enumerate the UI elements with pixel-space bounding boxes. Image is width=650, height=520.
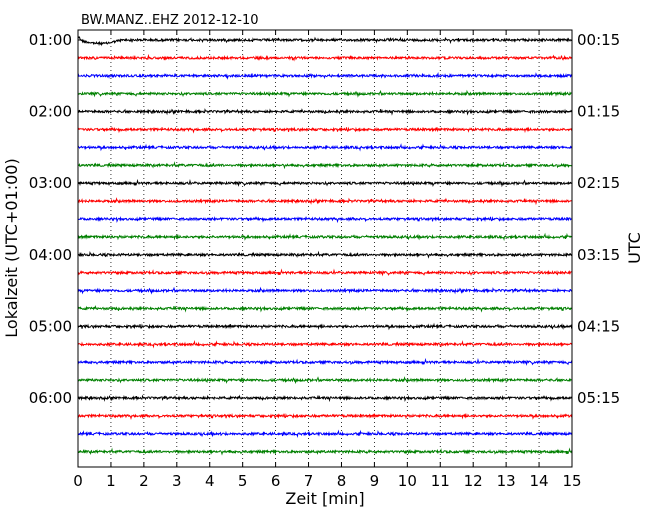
left-tick-label-5: 06:00 [29,389,72,407]
left-y-axis-label: Lokalzeit (UTC+01:00) [2,158,21,337]
x-tick-label-10: 10 [398,472,417,490]
right-tick-label-0: 00:15 [577,31,620,49]
left-tick-label-1: 02:00 [29,103,72,121]
trace-11 [77,232,573,242]
vertical-gridlines [110,30,540,467]
x-tick-label-8: 8 [337,472,347,490]
x-tick-label-2: 2 [139,472,149,490]
x-axis-label: Zeit [min] [285,489,364,508]
trace-14 [77,286,573,295]
trace-10 [77,215,573,224]
trace-9 [77,197,573,206]
x-tick-label-1: 1 [106,472,116,490]
trace-6 [77,143,572,152]
right-tick-label-3: 03:15 [577,246,620,264]
x-tick-label-5: 5 [238,472,248,490]
trace-22 [77,429,573,438]
left-tick-label-4: 05:00 [29,317,72,335]
right-tick-label-2: 02:15 [577,174,620,192]
x-tick-label-3: 3 [172,472,182,490]
trace-1 [77,53,573,62]
x-tick-label-4: 4 [205,472,215,490]
chart-title: BW.MANZ..EHZ 2012-12-10 [81,13,259,28]
x-tick-label-11: 11 [431,472,450,490]
left-tick-label-2: 03:00 [29,174,72,192]
trace-4 [77,108,573,116]
trace-8 [77,178,573,188]
trace-3 [77,89,573,98]
right-y-axis-ticks: 00:15 01:15 02:15 03:15 04:15 05:15 [567,31,620,407]
right-y-axis-label: UTC [625,232,644,264]
right-tick-label-4: 04:15 [577,317,620,335]
trace-16 [77,322,573,331]
x-tick-label-12: 12 [464,472,483,490]
x-tick-label-6: 6 [271,472,281,490]
x-tick-label-15: 15 [562,472,581,490]
plot-frame [77,29,573,468]
trace-21 [77,412,573,421]
x-tick-label-13: 13 [497,472,516,490]
trace-23 [77,447,573,456]
trace-12 [77,250,573,259]
x-tick-label-9: 9 [370,472,380,490]
trace-18 [77,357,573,366]
seismogram-traces [77,36,573,456]
trace-15 [77,305,573,313]
x-tick-label-0: 0 [73,472,83,490]
left-tick-label-0: 01:00 [29,31,72,49]
x-tick-label-7: 7 [304,472,314,490]
trace-19 [77,376,573,385]
left-tick-label-3: 04:00 [29,246,72,264]
trace-20 [77,394,573,403]
trace-5 [77,126,573,134]
trace-17 [77,339,573,349]
x-tick-label-14: 14 [530,472,549,490]
trace-13 [77,268,573,277]
left-y-axis-ticks: 01:00 02:00 03:00 04:00 05:00 06:00 [29,31,83,407]
trace-0 [77,36,573,47]
right-tick-label-1: 01:15 [577,103,620,121]
trace-2 [77,71,573,80]
trace-7 [77,161,573,170]
right-tick-label-5: 05:15 [577,389,620,407]
x-axis-ticks: 0 1 2 3 4 5 6 7 8 9 10 11 12 13 14 15 [73,30,582,490]
